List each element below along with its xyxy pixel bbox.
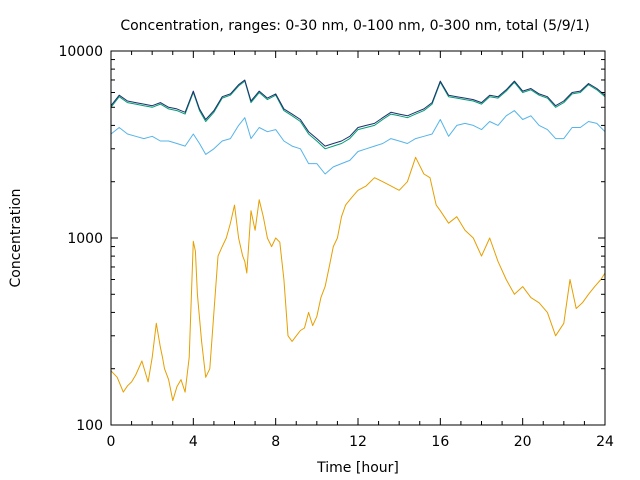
series-layer [110, 79, 606, 402]
y-axis-label: Concentration [8, 188, 24, 287]
chart-title: Concentration, ranges: 0-30 nm, 0-100 nm… [120, 18, 589, 34]
x-tick-label: 24 [596, 434, 614, 450]
ticks-layer: 0 4 8 12 16 20 24 100 1000 10000 [58, 44, 614, 450]
series-line-3 [110, 79, 606, 147]
x-tick-label: 16 [431, 434, 449, 450]
x-tick-label: 4 [189, 434, 198, 450]
series-line-2 [110, 80, 606, 150]
x-tick-label: 8 [271, 434, 280, 450]
y-tick-label: 100 [76, 418, 103, 434]
plot-frame [110, 50, 606, 426]
x-tick-label: 0 [107, 434, 116, 450]
x-tick-label: 12 [349, 434, 367, 450]
series-line-0 [110, 156, 606, 402]
x-tick-label: 20 [514, 434, 532, 450]
y-tick-label: 1000 [67, 231, 103, 247]
y-tick-label: 10000 [58, 44, 103, 60]
x-axis-label: Time [hour] [316, 460, 399, 476]
series-line-1 [110, 110, 606, 175]
